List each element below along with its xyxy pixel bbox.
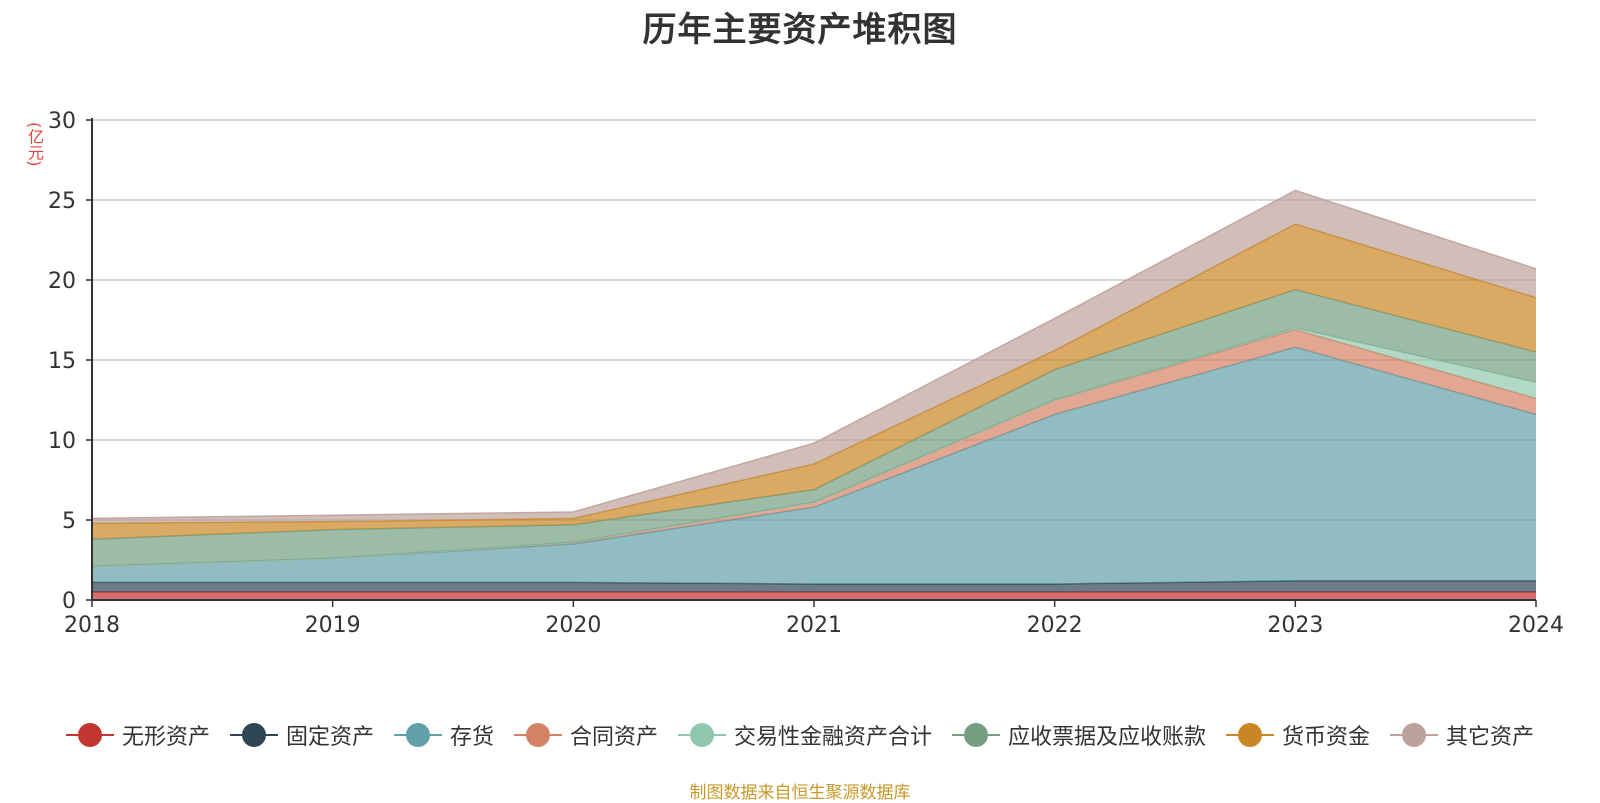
legend: 无形资产 固定资产 存货 合同资产 交易性金融资产合计 应收票据及应收账款 货币资金 其它资产: [0, 718, 1600, 752]
legend-marker-icon: [229, 722, 278, 748]
x-tick-label: 2021: [786, 613, 842, 638]
legend-item[interactable]: 其它资产: [1390, 719, 1534, 751]
legend-label: 应收票据及应收账款: [1008, 725, 1207, 750]
legend-label: 交易性金融资产合计: [734, 725, 933, 750]
legend-marker-icon: [65, 722, 114, 748]
x-tick-label: 2019: [305, 613, 361, 638]
legend-marker-icon: [513, 722, 562, 748]
x-tick-label: 2018: [64, 613, 120, 638]
x-tick-label: 2024: [1508, 613, 1564, 638]
y-tick-label: 5: [62, 509, 76, 534]
legend-label: 合同资产: [569, 725, 658, 750]
x-tick-label: 2022: [1027, 613, 1083, 638]
x-tick-label: 2023: [1267, 613, 1323, 638]
y-tick-label: 20: [48, 269, 76, 294]
legend-marker-icon: [1390, 722, 1439, 748]
source-note: 制图数据来自恒生聚源数据库: [689, 783, 911, 803]
y-tick-label: 30: [48, 109, 76, 134]
legend-item[interactable]: 无形资产: [65, 719, 210, 751]
legend-item[interactable]: 存货: [393, 719, 494, 751]
x-tick-label: 2020: [545, 613, 601, 638]
legend-item[interactable]: 交易性金融资产合计: [678, 719, 932, 751]
legend-label: 存货: [449, 725, 494, 750]
area-series-5: [92, 289, 1536, 567]
legend-marker-icon: [952, 722, 1001, 748]
y-tick-label: 10: [48, 429, 76, 454]
y-axis-unit-label: (亿元): [25, 122, 44, 167]
y-tick-label: 0: [62, 589, 76, 614]
area-series-layer: [91, 189, 1537, 600]
legend-item[interactable]: 固定资产: [229, 719, 374, 751]
area-series-0: [92, 592, 1536, 600]
axes: 0 5 10 15 20 25 30 2018 2019 2020 2021 2022 2023 2024: [48, 109, 1564, 638]
legend-marker-icon: [678, 722, 726, 748]
area-series-edge-7: [91, 189, 1537, 520]
area-series-4: [92, 328, 1536, 567]
legend-marker-icon: [1226, 722, 1275, 748]
legend-item[interactable]: 货币资金: [1226, 719, 1370, 751]
area-series-6: [92, 224, 1536, 540]
area-series-2: [92, 347, 1536, 584]
legend-item[interactable]: 应收票据及应收账款: [952, 719, 1206, 751]
legend-item[interactable]: 合同资产: [513, 719, 658, 751]
legend-label: 无形资产: [121, 725, 210, 750]
y-tick-label: 15: [48, 349, 76, 374]
legend-marker-icon: [393, 722, 442, 748]
chart-title: 历年主要资产堆积图: [642, 10, 958, 50]
area-series-1: [92, 580, 1536, 592]
area-series-7: [92, 190, 1536, 524]
legend-label: 固定资产: [285, 725, 374, 750]
legend-label: 其它资产: [1446, 725, 1535, 750]
legend-label: 货币资金: [1282, 725, 1371, 750]
stacked-area-chart: 0 5 10 15 20 25 30 2018 2019 2020 2021 2022 2023 2024: [48, 109, 1564, 638]
y-tick-label: 25: [48, 189, 76, 214]
